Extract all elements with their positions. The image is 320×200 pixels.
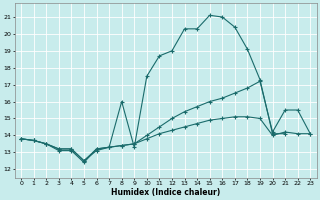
- X-axis label: Humidex (Indice chaleur): Humidex (Indice chaleur): [111, 188, 220, 197]
